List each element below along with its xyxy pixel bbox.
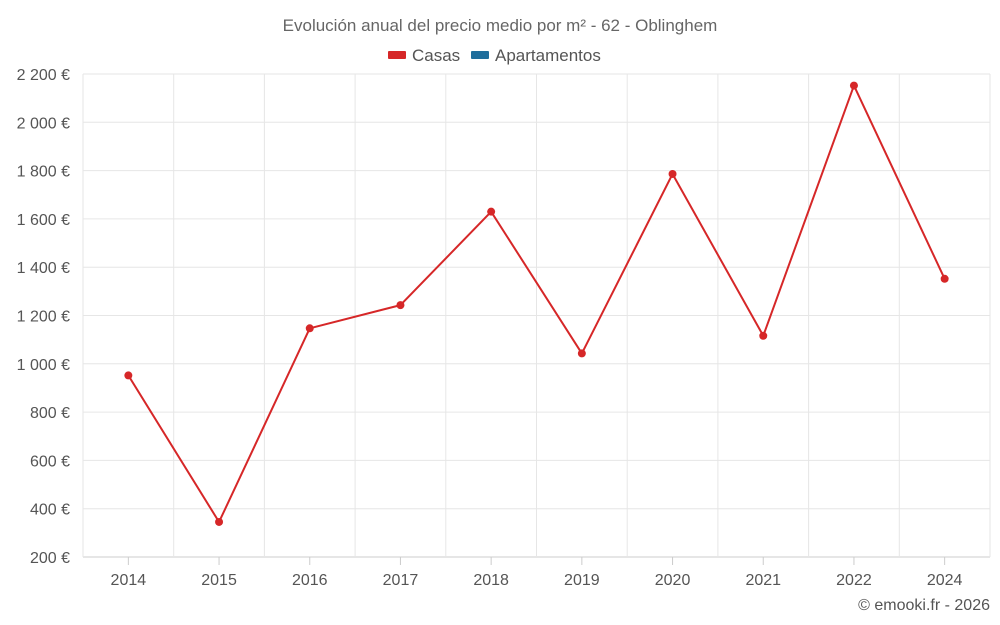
data-point[interactable] bbox=[487, 207, 496, 216]
x-tick-label: 2020 bbox=[655, 572, 691, 589]
legend-item-apartamentos[interactable]: Apartamentos bbox=[471, 46, 601, 65]
legend-swatch-apartamentos bbox=[471, 51, 489, 59]
legend-label-apartamentos: Apartamentos bbox=[495, 46, 601, 65]
x-tick-label: 2016 bbox=[292, 572, 328, 589]
x-tick-label: 2021 bbox=[745, 572, 781, 589]
y-tick-label: 1 400 € bbox=[17, 260, 70, 277]
chart-title: Evolución anual del precio medio por m² … bbox=[283, 16, 718, 35]
data-point[interactable] bbox=[940, 274, 949, 283]
y-tick-label: 1 200 € bbox=[17, 309, 70, 326]
legend[interactable]: Casas Apartamentos bbox=[388, 46, 601, 65]
x-tick-label: 2019 bbox=[564, 572, 600, 589]
x-tick-label: 2022 bbox=[836, 572, 872, 589]
y-tick-label: 200 € bbox=[30, 550, 70, 567]
data-point[interactable] bbox=[849, 81, 858, 90]
data-point[interactable] bbox=[668, 169, 677, 178]
x-tick-label: 2017 bbox=[383, 572, 419, 589]
legend-item-casas[interactable]: Casas bbox=[388, 46, 460, 65]
data-point[interactable] bbox=[305, 324, 314, 333]
y-tick-label: 2 200 € bbox=[17, 67, 70, 84]
plot-area: 200 € 400 € 600 € 800 € 1 000 € 1 200 € 1 400 … bbox=[17, 67, 991, 589]
data-point[interactable] bbox=[759, 331, 768, 340]
x-tick-label: 2018 bbox=[473, 572, 509, 589]
y-tick-label: 600 € bbox=[30, 453, 70, 470]
y-tick-label: 800 € bbox=[30, 405, 70, 422]
y-tick-label: 400 € bbox=[30, 502, 70, 519]
data-point[interactable] bbox=[577, 349, 586, 358]
x-tick-label: 2015 bbox=[201, 572, 237, 589]
data-point[interactable] bbox=[124, 371, 133, 380]
y-tick-label: 1 000 € bbox=[17, 357, 70, 374]
y-tick-label: 1 800 € bbox=[17, 164, 70, 181]
data-point[interactable] bbox=[396, 301, 405, 310]
x-tick-label: 2014 bbox=[111, 572, 147, 589]
x-tick-label: 2024 bbox=[927, 572, 963, 589]
credit-text: © emooki.fr - 2026 bbox=[858, 597, 990, 614]
data-point[interactable] bbox=[215, 517, 224, 526]
y-tick-label: 1 600 € bbox=[17, 212, 70, 229]
legend-swatch-casas bbox=[388, 51, 406, 59]
series-line-casas bbox=[127, 84, 946, 523]
y-tick-label: 2 000 € bbox=[17, 115, 70, 132]
legend-label-casas: Casas bbox=[412, 46, 460, 65]
